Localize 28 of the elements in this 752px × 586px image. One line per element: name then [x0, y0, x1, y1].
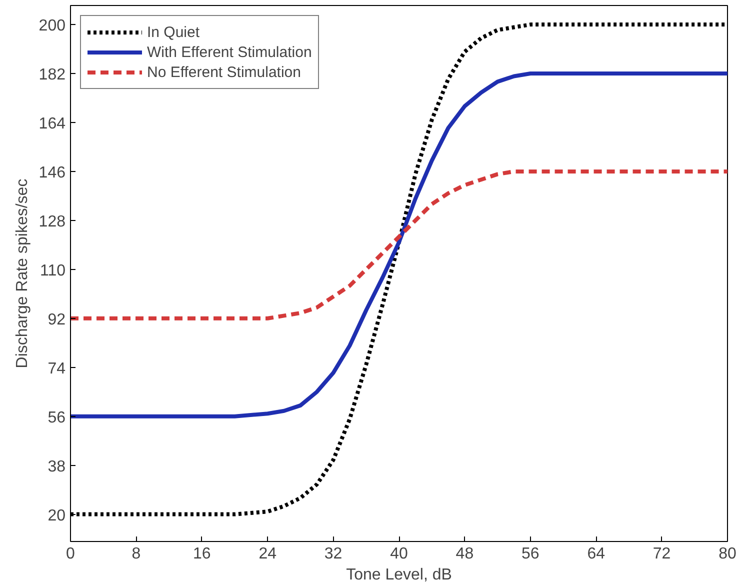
x-tick-label: 40 [390, 546, 408, 562]
x-tick-label: 80 [718, 546, 736, 562]
x-tick-label: 64 [587, 546, 606, 562]
y-tick-label: 92 [48, 311, 66, 328]
y-tick-label: 182 [38, 66, 66, 84]
legend-label: With Efferent Stimulation [147, 44, 312, 60]
x-tick-label: 0 [66, 546, 76, 562]
legend-label: No Efferent Stimulation [147, 64, 301, 80]
y-tick-label: 20 [48, 507, 66, 524]
y-tick-label: 146 [38, 164, 66, 182]
y-tick-label: 164 [38, 115, 66, 132]
x-tick-label: 32 [324, 546, 342, 562]
y-tick-label: 128 [38, 213, 66, 230]
y-tick-label: 74 [48, 360, 66, 378]
x-tick-label: 8 [132, 546, 141, 562]
x-tick-label: 24 [258, 546, 277, 562]
x-tick-label: 56 [522, 546, 540, 562]
y-tick-label: 200 [38, 18, 66, 35]
y-tick-label: 56 [48, 409, 66, 426]
y-axis-title: Discharge Rate spikes/sec [14, 178, 31, 368]
x-tick-label: 72 [652, 546, 671, 562]
x-tick-label: 16 [193, 546, 211, 562]
legend-label: In Quiet [147, 24, 200, 40]
line-series [70, 169, 728, 320]
y-tick-label: 110 [40, 262, 66, 280]
y-tick-label: 38 [48, 458, 66, 476]
x-axis-title: Tone Level, dB [346, 566, 452, 584]
x-tick-label: 48 [456, 546, 474, 562]
